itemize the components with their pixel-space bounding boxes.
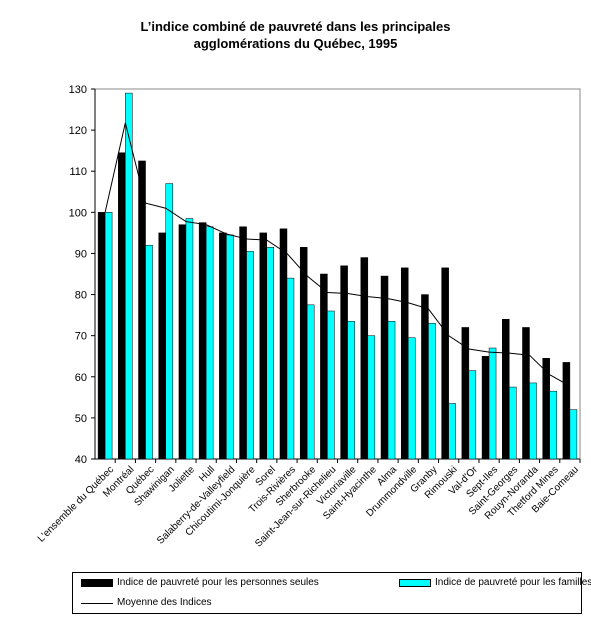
- bar-seules: [360, 257, 369, 460]
- chart-title: L’indice combiné de pauvreté dans les pr…: [0, 18, 591, 52]
- bar-seules: [481, 355, 490, 460]
- bar-familles: [185, 218, 194, 460]
- bar-familles: [145, 244, 153, 460]
- y-tick-label: 40: [75, 454, 87, 466]
- legend-label-moyenne: Moyenne des Indices: [117, 597, 212, 608]
- bar-familles: [367, 335, 376, 460]
- y-tick-label: 80: [75, 290, 87, 302]
- bar-familles: [205, 226, 214, 460]
- bar-seules: [299, 247, 308, 460]
- y-tick-label: 50: [75, 413, 87, 425]
- bar-familles: [387, 321, 396, 460]
- legend-line-moyenne: [81, 603, 113, 604]
- bar-familles: [306, 304, 315, 460]
- chart-title-line-2: agglomérations du Québec, 1995: [193, 36, 398, 51]
- bar-seules: [239, 226, 247, 460]
- y-tick-label: 110: [69, 166, 87, 178]
- x-tick-label: L'ensemble du Québec: [36, 464, 116, 544]
- legend-label-seules: Indice de pauvreté pour les personnes se…: [117, 577, 319, 588]
- bar-familles: [529, 382, 537, 460]
- bar-seules: [97, 212, 106, 460]
- bar-familles: [104, 212, 113, 460]
- bar-familles: [428, 323, 436, 460]
- chart-title-line-1: L’indice combiné de pauvreté dans les pr…: [140, 19, 451, 34]
- bar-familles: [569, 409, 578, 460]
- bar-familles: [347, 321, 355, 460]
- bar-seules: [340, 265, 348, 460]
- bar-seules: [118, 152, 126, 460]
- bar-familles: [246, 251, 254, 460]
- bar-seules: [320, 273, 328, 460]
- bar-familles: [549, 390, 557, 460]
- bar-seules: [522, 327, 530, 460]
- bar-seules: [502, 318, 510, 460]
- bar-familles: [266, 247, 275, 460]
- bar-seules: [138, 160, 146, 460]
- bar-seules: [421, 294, 429, 460]
- bar-familles: [286, 277, 295, 460]
- bar-seules: [219, 232, 227, 460]
- legend-swatch-familles: [399, 579, 431, 587]
- y-tick-label: 70: [75, 331, 87, 343]
- bar-seules: [259, 232, 268, 460]
- bar-seules: [562, 362, 571, 460]
- bar-seules: [380, 275, 389, 460]
- legend-label-familles: Indice de pauvreté pour les familles: [435, 577, 591, 588]
- bar-familles: [165, 183, 173, 460]
- bar-seules: [400, 267, 409, 460]
- y-tick-label: 60: [75, 372, 87, 384]
- bar-seules: [178, 224, 187, 460]
- plot-area: [94, 88, 581, 460]
- bar-seules: [441, 267, 449, 460]
- bar-seules: [279, 228, 288, 460]
- legend: Indice de pauvreté pour les personnes se…: [72, 572, 591, 614]
- bar-familles: [226, 234, 234, 460]
- bar-familles: [488, 347, 497, 460]
- bar-familles: [327, 310, 335, 460]
- legend-swatch-seules: [81, 579, 113, 587]
- bar-familles: [468, 370, 477, 460]
- bar-seules: [198, 222, 207, 460]
- line-moyenne: [104, 122, 571, 387]
- y-tick-label: 90: [75, 248, 87, 260]
- bar-familles: [509, 386, 517, 460]
- bar-seules: [158, 232, 166, 460]
- y-tick-label: 120: [69, 125, 87, 137]
- bar-familles: [448, 403, 456, 460]
- y-tick-label: 130: [69, 84, 87, 96]
- y-tick-label: 100: [69, 207, 87, 219]
- bar-familles: [125, 92, 133, 460]
- bar-familles: [407, 337, 416, 460]
